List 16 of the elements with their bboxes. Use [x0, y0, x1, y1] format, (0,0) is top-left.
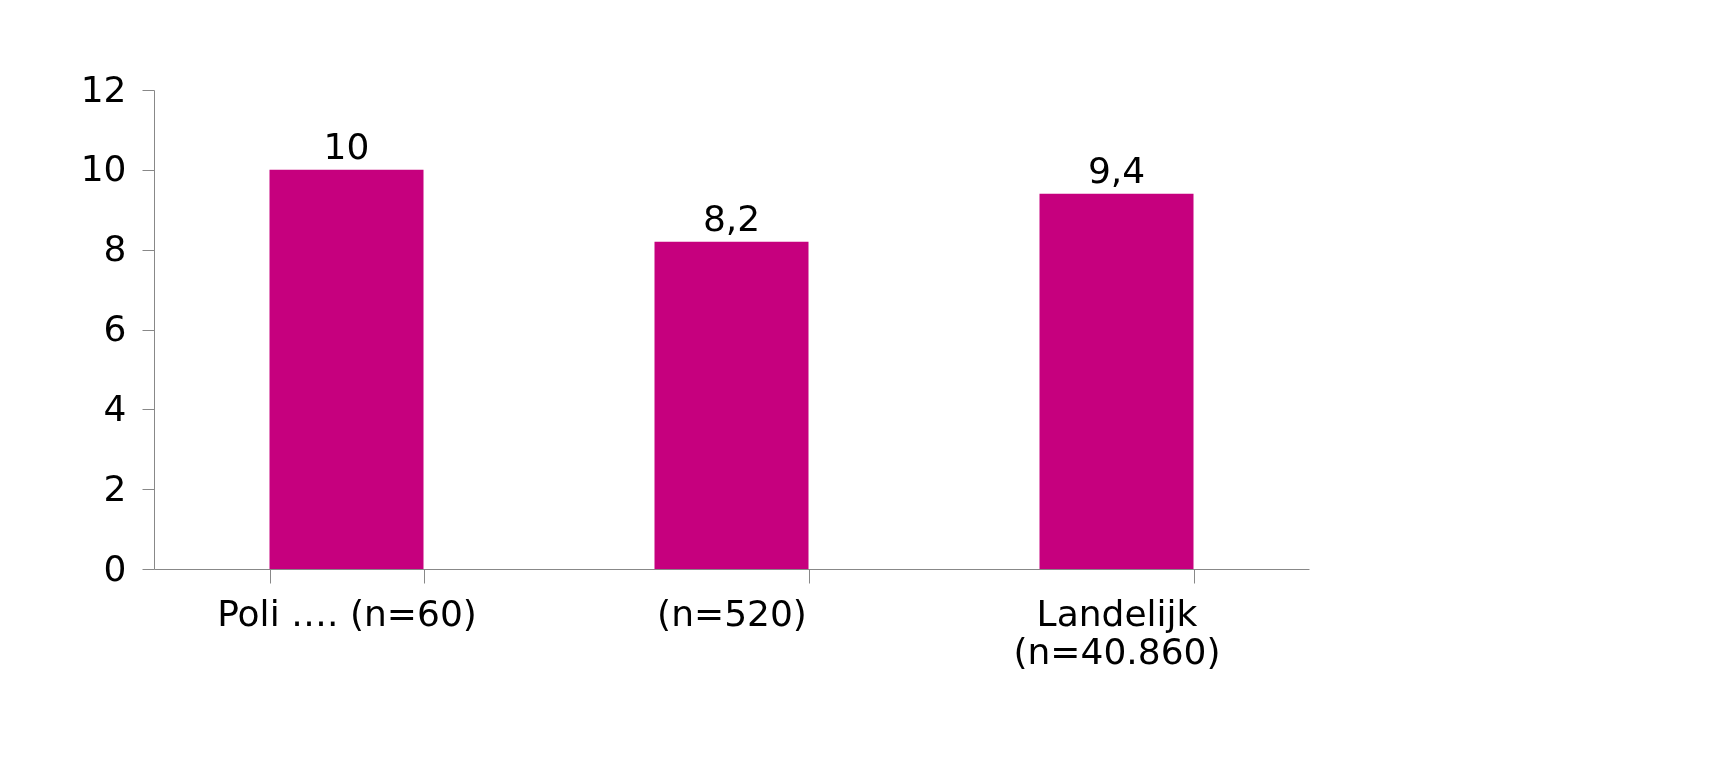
bar	[269, 169, 424, 569]
y-tick-label: 0	[103, 547, 127, 589]
y-tick-label: 6	[103, 308, 127, 349]
x-tick-label: (n=520)	[657, 592, 807, 634]
y-tick-label: 12	[80, 68, 127, 110]
x-tick-label: Poli …. (n=60)	[217, 592, 477, 634]
y-tick-label: 2	[103, 467, 127, 509]
y-tick-label: 4	[103, 387, 127, 429]
y-tick-label: 10	[80, 148, 127, 190]
x-tick-label: Landelijk (n=40.860)	[1013, 592, 1221, 672]
data-label: 9,4	[1087, 149, 1146, 191]
data-label: 10	[323, 125, 370, 167]
bar	[1039, 193, 1194, 569]
bar	[654, 241, 809, 569]
y-tick-label: 8	[103, 228, 127, 270]
data-label: 8,2	[702, 197, 761, 239]
